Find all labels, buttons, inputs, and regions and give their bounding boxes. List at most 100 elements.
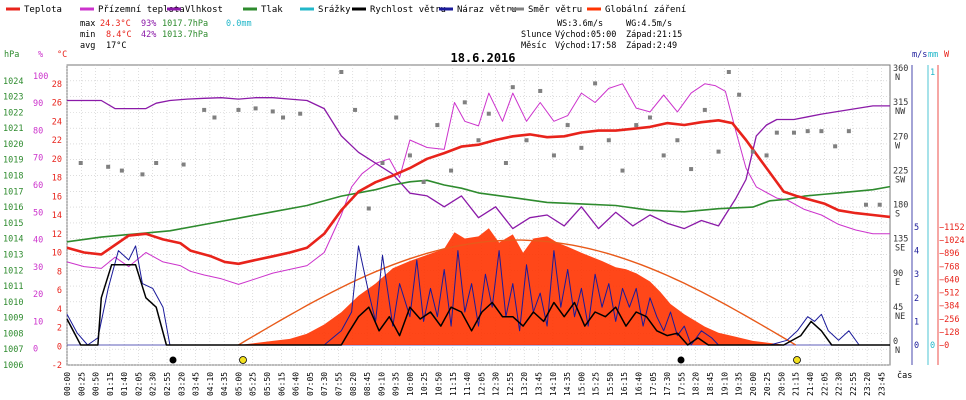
time-tick-label: 19:35 xyxy=(735,372,744,396)
hum-tick-label: 50 xyxy=(33,208,43,218)
time-tick-label: 18:45 xyxy=(706,372,715,396)
time-tick-label: 04:10 xyxy=(206,372,215,396)
sunrise-marker xyxy=(239,356,247,364)
wind-dir-point xyxy=(647,115,652,120)
rad-tick-label: −640 xyxy=(939,275,959,285)
press-tick-label: 1014 xyxy=(3,235,23,245)
press-tick-label: 1017 xyxy=(3,187,23,197)
dir-tick-label: 315 xyxy=(893,98,908,108)
axes-layer: 1006100710081009101010111012101310141015… xyxy=(3,64,965,396)
time-tick-label: 08:45 xyxy=(363,372,372,396)
dir-compass-label: W xyxy=(895,141,901,151)
dir-tick-label: 90 xyxy=(893,269,903,279)
rad-tick-label: −384 xyxy=(939,302,959,312)
time-tick-label: 15:50 xyxy=(606,372,615,396)
sun-label: Slunce xyxy=(521,30,552,40)
rad-tick-label: −1024 xyxy=(939,236,965,246)
press-tick-label: 1008 xyxy=(3,329,23,339)
wind-dir-point xyxy=(791,130,796,135)
time-tick-label: 05:50 xyxy=(263,372,272,396)
legend-item-vlhkost: Vlhkost xyxy=(167,5,223,15)
time-tick-label: 14:10 xyxy=(549,372,558,396)
sunset-marker xyxy=(793,356,801,364)
temp-tick-label: 4 xyxy=(57,305,62,315)
time-tick-label: 20:50 xyxy=(777,372,786,396)
time-tick-label: 07:55 xyxy=(334,372,343,396)
time-tick-label: 09:35 xyxy=(392,372,401,396)
time-tick-label: 22:30 xyxy=(835,372,844,396)
stat-max-rain: 0.0mm xyxy=(226,19,252,29)
wind-dir-point xyxy=(702,107,707,112)
wind-dir-point xyxy=(726,70,731,74)
legend-item-tlak: Tlak xyxy=(243,5,283,15)
wind-dir-point xyxy=(606,138,611,143)
wind-dir-point xyxy=(253,106,258,111)
wind-dir-point xyxy=(863,202,868,207)
rad-tick-label: −896 xyxy=(939,249,959,259)
stat-min-press: 1013.7hPa xyxy=(162,30,208,40)
wind-dir-point xyxy=(774,130,779,135)
moon-rise: Východ:17:58 xyxy=(555,41,616,51)
series-rychlost-vetru xyxy=(66,264,890,346)
time-tick-label: 03:20 xyxy=(177,372,186,396)
press-tick-label: 1024 xyxy=(3,77,23,87)
time-tick-label: 04:35 xyxy=(220,372,229,396)
time-tick-label: 12:55 xyxy=(506,372,515,396)
dir-tick-label: 0 xyxy=(893,337,898,347)
stat-min-hum: 42% xyxy=(141,30,156,40)
hum-tick-label: 60 xyxy=(33,181,43,191)
hum-unit: % xyxy=(38,50,43,60)
time-tick-label: 01:15 xyxy=(106,372,115,396)
time-tick-label: 20:00 xyxy=(749,372,758,396)
legend: Teplota Přízemní teplota Vlhkost Tlak Sr… xyxy=(6,5,686,15)
time-tick-label: 15:25 xyxy=(592,372,601,396)
temp-tick-label: 0 xyxy=(57,342,62,352)
time-tick-label: 10:00 xyxy=(406,372,415,396)
wind-dir-point xyxy=(140,172,145,177)
time-tick-label: 01:40 xyxy=(120,372,129,396)
dir-compass-label: NE xyxy=(895,312,905,322)
wind-dir-point xyxy=(833,144,838,149)
dir-compass-label: NW xyxy=(895,107,906,117)
rad-tick-label: −768 xyxy=(939,262,959,272)
time-tick-label: 02:55 xyxy=(163,372,172,396)
time-tick-label: 00:00 xyxy=(63,372,72,396)
moonrise-marker xyxy=(677,356,685,364)
temp-tick-label: 16 xyxy=(52,192,62,202)
wind-dir-point xyxy=(298,111,303,116)
time-tick-label: 11:40 xyxy=(463,372,472,396)
wind-dir-point xyxy=(551,153,556,158)
time-tick-label: 00:25 xyxy=(77,372,86,396)
time-tick-label: 17:30 xyxy=(663,372,672,396)
wind-dir-point xyxy=(281,115,286,120)
wind-dir-point xyxy=(737,92,742,97)
dir-compass-label: N xyxy=(895,346,900,356)
hum-tick-label: 0 xyxy=(33,345,38,355)
press-tick-label: 1013 xyxy=(3,250,23,260)
legend-label: Vlhkost xyxy=(185,5,223,15)
wind-dir-point xyxy=(750,149,755,154)
wind-dir-point xyxy=(689,167,694,172)
time-tick-label: 17:55 xyxy=(677,372,686,396)
time-tick-label: 02:30 xyxy=(149,372,158,396)
wind-tick-label: 1 xyxy=(914,317,919,327)
time-tick-label: 23:45 xyxy=(877,372,886,396)
time-tick-label: 14:35 xyxy=(563,372,572,396)
info-block: WS:3.6m/s WG:4.5m/s Slunce Východ:05:00 … xyxy=(521,19,682,51)
wind-tick-label: 3 xyxy=(914,270,919,280)
stat-max-temp: 24.3°C xyxy=(100,19,131,29)
wind-dir-point xyxy=(877,202,882,207)
wind-dir-point xyxy=(421,179,426,184)
wind-dir-point xyxy=(634,123,639,128)
stat-avg-temp: 17°C xyxy=(106,41,126,51)
time-tick-label: 07:30 xyxy=(320,372,329,396)
wind-dir-point xyxy=(486,111,491,116)
time-tick-label: 09:10 xyxy=(377,372,386,396)
dir-tick-label: 225 xyxy=(893,166,908,176)
dir-compass-label: S xyxy=(895,210,900,220)
time-tick-label: 08:20 xyxy=(349,372,358,396)
temp-tick-label: 8 xyxy=(57,267,62,277)
press-unit: hPa xyxy=(4,50,19,60)
hum-tick-label: 30 xyxy=(33,263,43,273)
dir-compass-label: E xyxy=(895,278,900,288)
